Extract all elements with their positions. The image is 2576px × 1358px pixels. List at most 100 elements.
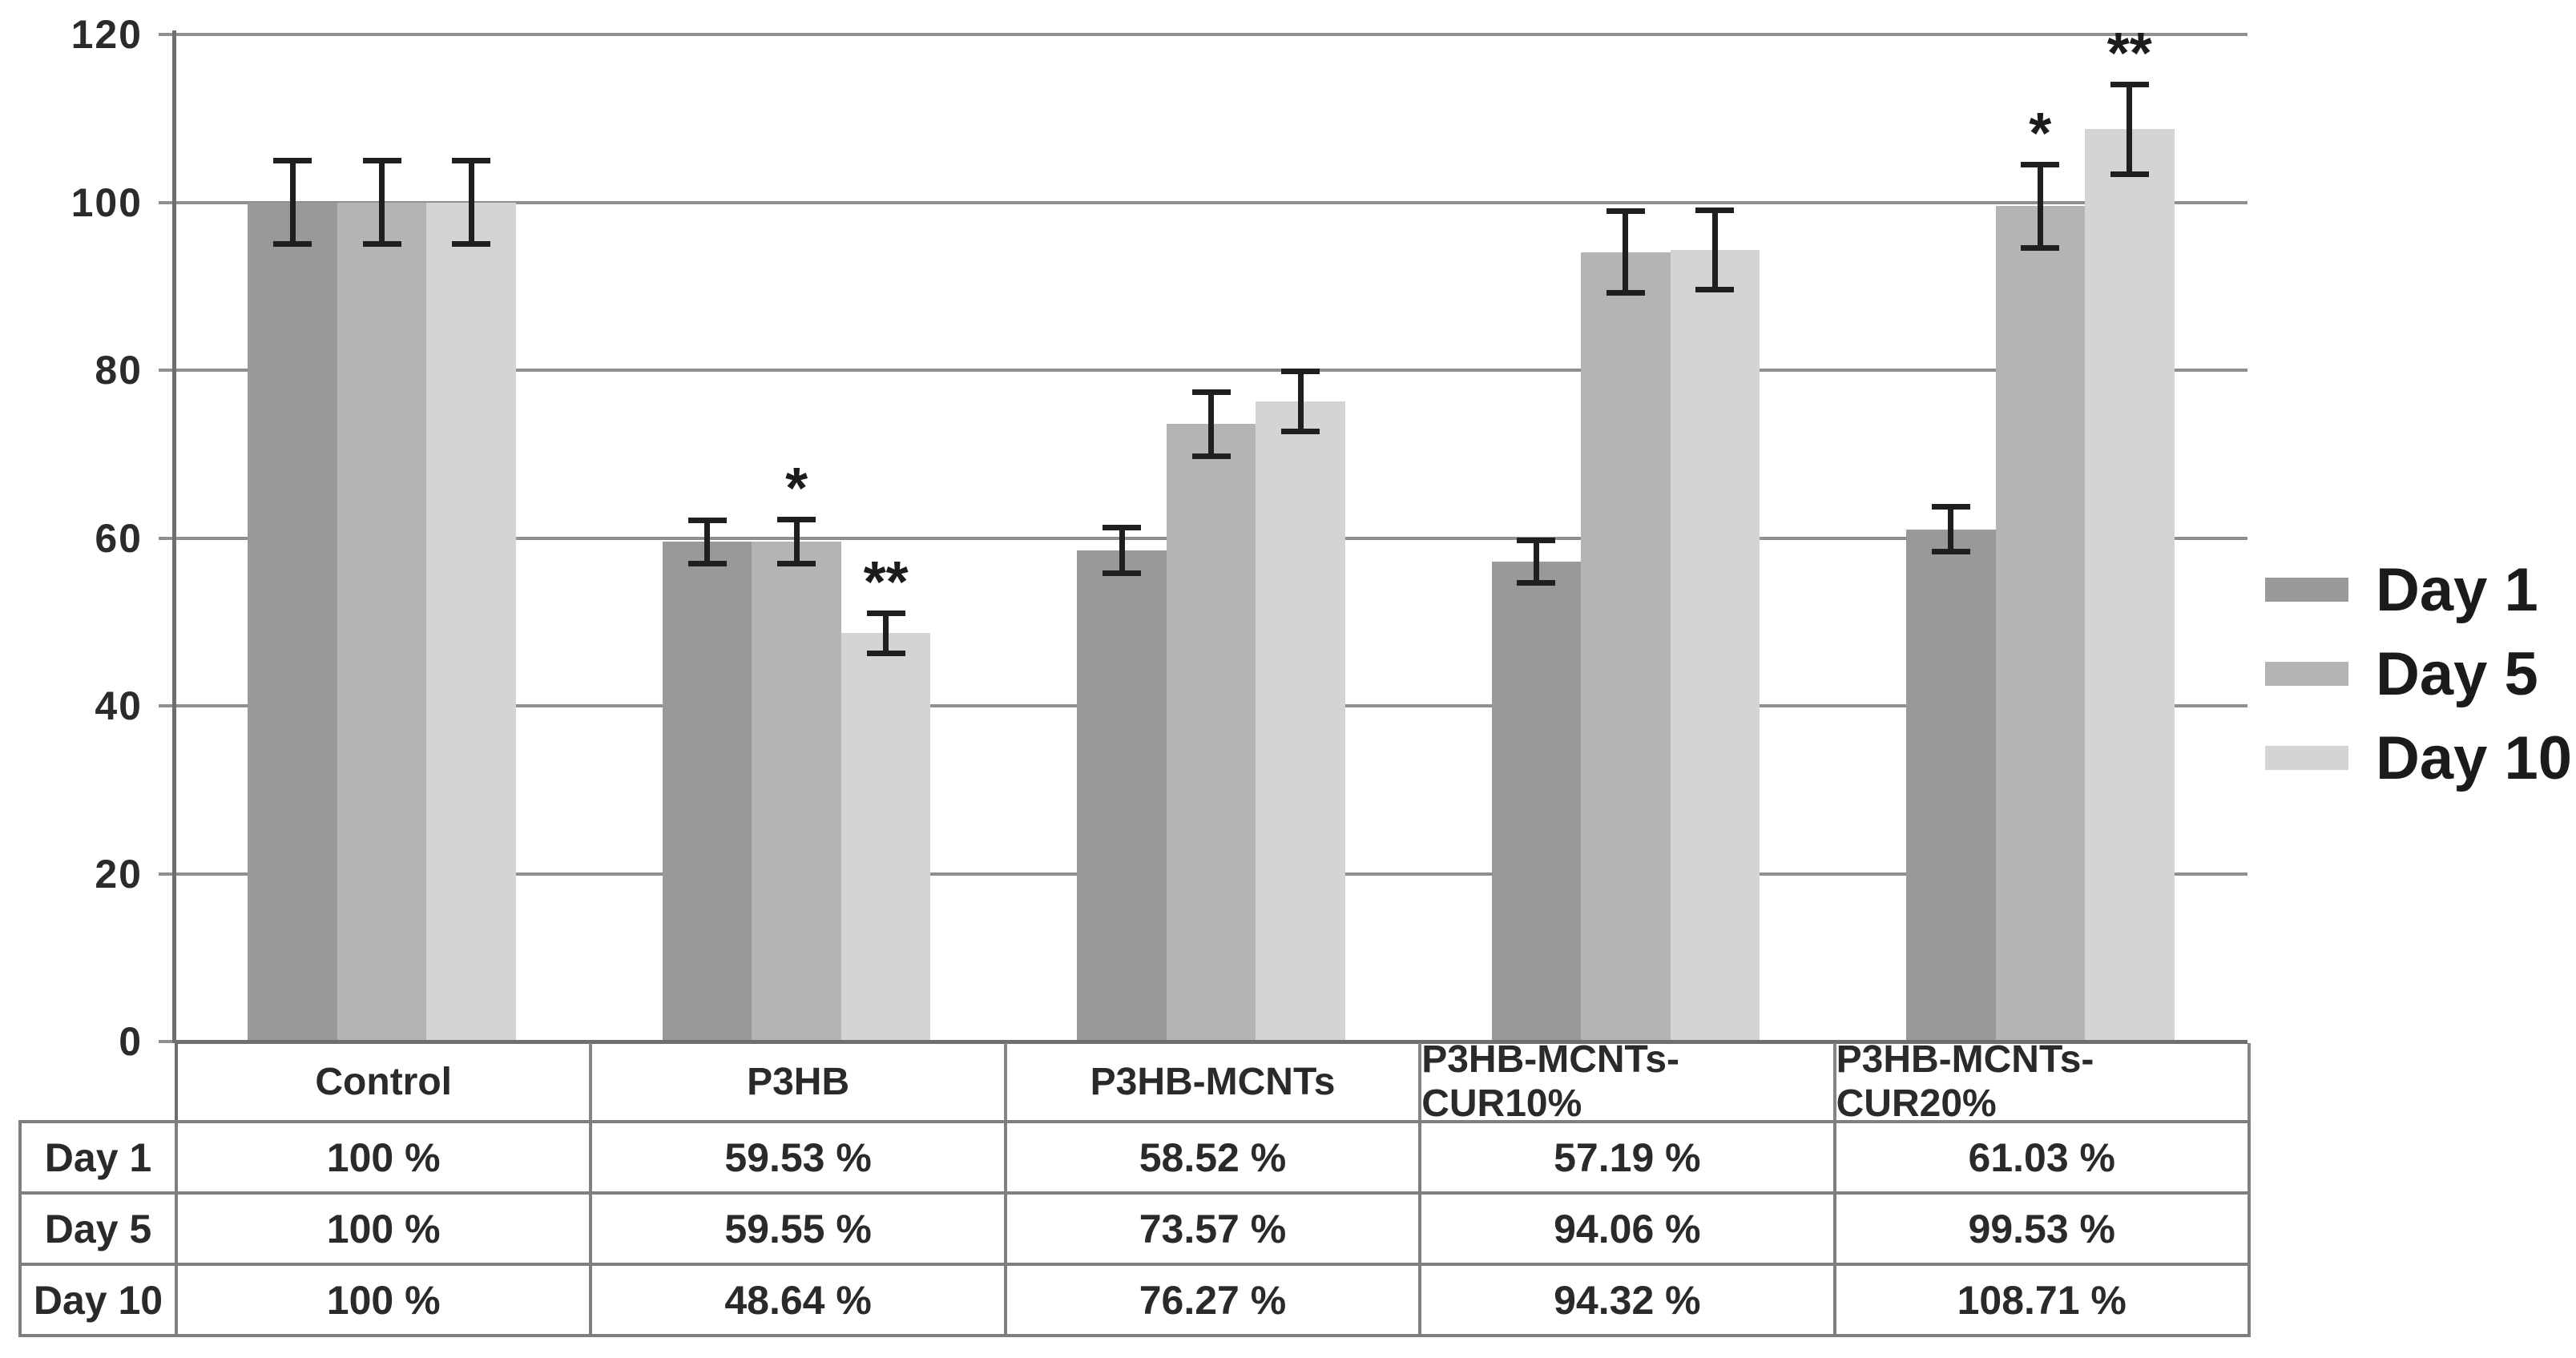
error-bar [1711, 209, 1718, 291]
error-bar [2127, 83, 2133, 175]
category-label-p3hb-mcnts: P3HB-MCNTs [1007, 1043, 1422, 1120]
bar-day-5-p3hb-mcnts [1166, 424, 1256, 1042]
error-bar-cap-top [1695, 207, 1735, 213]
error-bar [1119, 526, 1125, 574]
table-cell: 108.71 % [1832, 1263, 2251, 1337]
table-cell: 57.19 % [1418, 1120, 1836, 1195]
gridline-80 [159, 369, 2247, 372]
error-bar-cap-bottom [1103, 570, 1141, 577]
error-bar-cap-bottom [452, 240, 491, 247]
bar-day-1-p3hb-mcnts-cur10 [1491, 561, 1582, 1042]
error-bar-cap-bottom [866, 650, 905, 656]
table-row: Day 5 100 % 59.55 % 73.57 % 94.06 % 99.53 % [18, 1191, 2251, 1266]
error-bar [379, 160, 385, 244]
error-bar-cap-bottom [1931, 548, 1970, 554]
table-row-header: Day 1 [18, 1120, 178, 1195]
error-bar [704, 520, 711, 564]
error-bar [1623, 211, 1629, 294]
table-cell: 100 % [174, 1191, 593, 1266]
bar-day-10-p3hb-mcnts-cur10 [1670, 249, 1760, 1042]
error-bar-cap-bottom [1281, 428, 1320, 434]
error-bar [468, 160, 474, 244]
bar-day-5-p3hb-mcnts-cur10 [1581, 252, 1671, 1042]
table-cell: 99.53 % [1832, 1191, 2251, 1266]
table-cell: 58.52 % [1003, 1120, 1422, 1195]
table-cell: 100 % [174, 1120, 593, 1195]
table-cell: 59.55 % [589, 1191, 1007, 1266]
y-axis-tick-label: 100 [71, 179, 143, 225]
table-cell: 94.06 % [1418, 1191, 1836, 1266]
table-cell: 59.53 % [589, 1120, 1007, 1195]
bar-day-10-p3hb-mcnts [1256, 401, 1345, 1042]
bar-day-1-p3hb [662, 542, 752, 1042]
table-row: Day 1 100 % 59.53 % 58.52 % 57.19 % 61.03 % [18, 1120, 2251, 1195]
error-bar-cap-top [1931, 504, 1970, 510]
error-bar [2037, 164, 2043, 248]
table-cell: 94.32 % [1418, 1263, 1836, 1337]
y-axis-tick-label: 0 [119, 1019, 143, 1064]
table-cell: 48.64 % [589, 1263, 1007, 1337]
error-bar-cap-bottom [362, 240, 401, 247]
bar-day-1-p3hb-mcnts-cur20 [1906, 529, 1996, 1042]
category-label-p3hb-mcnts-cur20: P3HB-MCNTs-CUR20% [1836, 1038, 2251, 1125]
error-bar-cap-top [866, 610, 905, 617]
error-bar-cap-bottom [1606, 290, 1645, 296]
error-bar-cap-top [1191, 389, 1231, 395]
error-bar-cap-top [2021, 162, 2060, 168]
error-bar-cap-bottom [1191, 453, 1231, 460]
error-bar [289, 160, 296, 244]
significance-marker: ** [2106, 21, 2152, 86]
category-label-control: Control [178, 1043, 593, 1120]
error-bar [883, 613, 889, 654]
error-bar [1297, 371, 1304, 432]
error-bar-cap-bottom [1517, 580, 1556, 586]
error-bar-cap-top [452, 158, 491, 164]
bar-day-5-control [337, 202, 427, 1042]
error-bar-cap-bottom [273, 240, 312, 247]
error-bar [1208, 391, 1214, 457]
table-row-header: Day 5 [18, 1191, 178, 1266]
table-row: Day 10 100 % 48.64 % 76.27 % 94.32 % 108.71 % [18, 1263, 2251, 1337]
error-bar-cap-top [1281, 369, 1320, 375]
gridline-120 [159, 33, 2247, 36]
significance-marker: * [785, 456, 808, 521]
error-bar-cap-top [362, 158, 401, 164]
data-table: Day 1 100 % 59.53 % 58.52 % 57.19 % 61.03 % Da… [18, 1120, 2251, 1337]
error-bar-cap-bottom [687, 560, 727, 566]
y-axis-tick-label: 120 [71, 12, 143, 57]
bar-day-10-p3hb [841, 633, 931, 1042]
error-bar-cap-bottom [2021, 244, 2060, 251]
error-bar-cap-top [1517, 537, 1556, 543]
error-bar [1948, 506, 1954, 552]
gridline-100 [159, 200, 2247, 204]
error-bar [1533, 539, 1539, 584]
table-cell: 73.57 % [1003, 1191, 1422, 1266]
error-bar-cap-top [2110, 81, 2149, 87]
bar-day-1-p3hb-mcnts [1077, 550, 1167, 1042]
y-axis-line [172, 30, 176, 1043]
y-axis-tick-label: 20 [95, 851, 143, 897]
table-row-header: Day 10 [18, 1263, 178, 1337]
error-bar-cap-bottom [777, 561, 816, 567]
error-bar-cap-bottom [2110, 171, 2149, 177]
table-cell: 61.03 % [1832, 1120, 2251, 1195]
bar-day-10-control [426, 202, 516, 1042]
bar-day-5-p3hb [752, 542, 841, 1042]
bar-day-10-p3hb-mcnts-cur20 [2085, 129, 2175, 1042]
error-bar-cap-top [1103, 524, 1141, 530]
error-bar-cap-top [273, 158, 312, 164]
x-axis-line [175, 1040, 2247, 1044]
error-bar-cap-top [777, 516, 816, 522]
y-axis-tick-label: 80 [95, 348, 143, 393]
error-bar-cap-top [687, 518, 727, 524]
significance-marker: * [2029, 102, 2052, 167]
error-bar [793, 518, 800, 565]
bar-day-1-control [248, 202, 337, 1042]
zero-tick [159, 1040, 175, 1043]
error-bar-cap-top [1606, 208, 1645, 215]
category-axis-row: Control P3HB P3HB-MCNTs P3HB-MCNTs-CUR10% P3… [175, 1038, 2251, 1125]
significance-marker: ** [863, 550, 909, 615]
y-axis-tick-label: 40 [95, 683, 143, 728]
